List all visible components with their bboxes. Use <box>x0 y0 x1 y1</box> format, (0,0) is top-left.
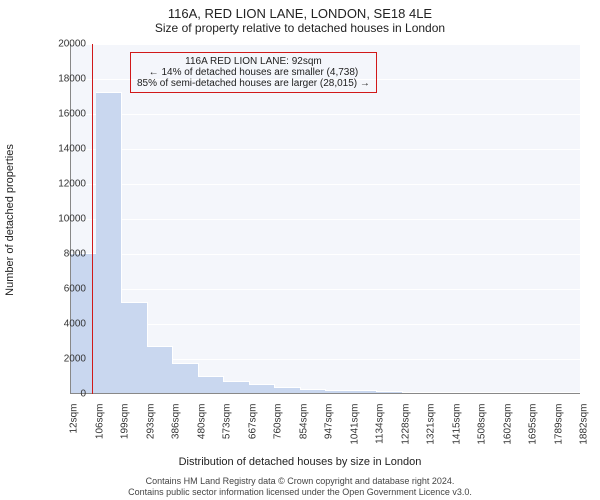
x-tick-label: 573sqm <box>222 404 233 440</box>
callout-line-3: 85% of semi-detached houses are larger (… <box>137 78 370 89</box>
x-tick-label: 1695sqm <box>528 404 539 445</box>
gridline <box>70 254 580 255</box>
y-tick-label: 10000 <box>46 214 86 225</box>
x-tick-label: 480sqm <box>196 404 207 440</box>
histogram-bar <box>223 381 250 394</box>
y-tick-label: 0 <box>46 389 86 400</box>
x-tick-label: 760sqm <box>273 404 284 440</box>
y-axis-label: Number of detached properties <box>4 144 16 296</box>
x-tick-label: 1415sqm <box>451 404 462 445</box>
callout-line-1: 116A RED LION LANE: 92sqm <box>137 56 370 67</box>
x-tick-label: 1321sqm <box>426 404 437 445</box>
gridline <box>70 114 580 115</box>
gridline <box>70 394 580 395</box>
footer-line-1: Contains HM Land Registry data © Crown c… <box>0 476 600 487</box>
x-tick-label: 1789sqm <box>553 404 564 445</box>
gridline <box>70 289 580 290</box>
property-callout: 116A RED LION LANE: 92sqm← 14% of detach… <box>130 52 377 93</box>
y-tick-label: 12000 <box>46 179 86 190</box>
chart-container: { "title": "116A, RED LION LANE, LONDON,… <box>0 0 600 500</box>
x-tick-label: 1508sqm <box>477 404 488 445</box>
x-tick-label: 1134sqm <box>375 404 386 444</box>
gridline <box>70 184 580 185</box>
gridline <box>70 149 580 150</box>
property-marker-line <box>92 44 93 394</box>
y-tick-label: 16000 <box>46 109 86 120</box>
x-tick-label: 106sqm <box>94 404 105 440</box>
y-tick-label: 14000 <box>46 144 86 155</box>
y-tick-label: 20000 <box>46 39 86 50</box>
y-tick-label: 18000 <box>46 74 86 85</box>
x-tick-label: 199sqm <box>120 404 131 440</box>
gridline <box>70 44 580 45</box>
y-tick-label: 2000 <box>46 354 86 365</box>
histogram-bar <box>96 92 123 394</box>
attribution-footer: Contains HM Land Registry data © Crown c… <box>0 476 600 499</box>
x-axis-line <box>70 393 580 394</box>
histogram-bar <box>172 363 199 394</box>
footer-line-2: Contains public sector information licen… <box>0 487 600 498</box>
y-tick-label: 8000 <box>46 249 86 260</box>
y-tick-label: 4000 <box>46 319 86 330</box>
x-tick-label: 667sqm <box>247 404 258 440</box>
x-tick-label: 1228sqm <box>400 404 411 445</box>
histogram-bar <box>147 346 174 394</box>
x-tick-label: 1041sqm <box>349 404 360 445</box>
plot-area: 116A RED LION LANE: 92sqm← 14% of detach… <box>70 44 580 394</box>
x-tick-label: 12sqm <box>69 404 80 434</box>
histogram-bar <box>121 302 148 394</box>
chart-title: 116A, RED LION LANE, LONDON, SE18 4LE <box>0 0 600 21</box>
y-tick-label: 6000 <box>46 284 86 295</box>
x-axis-label: Distribution of detached houses by size … <box>0 456 600 468</box>
chart-subtitle: Size of property relative to detached ho… <box>0 21 600 39</box>
x-tick-label: 1882sqm <box>579 404 590 445</box>
gridline <box>70 219 580 220</box>
x-tick-label: 947sqm <box>324 404 335 440</box>
x-tick-label: 1602sqm <box>502 404 513 445</box>
x-tick-label: 386sqm <box>171 404 182 440</box>
histogram-bar <box>198 376 225 395</box>
callout-line-2: ← 14% of detached houses are smaller (4,… <box>137 67 370 78</box>
x-tick-label: 854sqm <box>298 404 309 440</box>
x-tick-label: 293sqm <box>145 404 156 440</box>
